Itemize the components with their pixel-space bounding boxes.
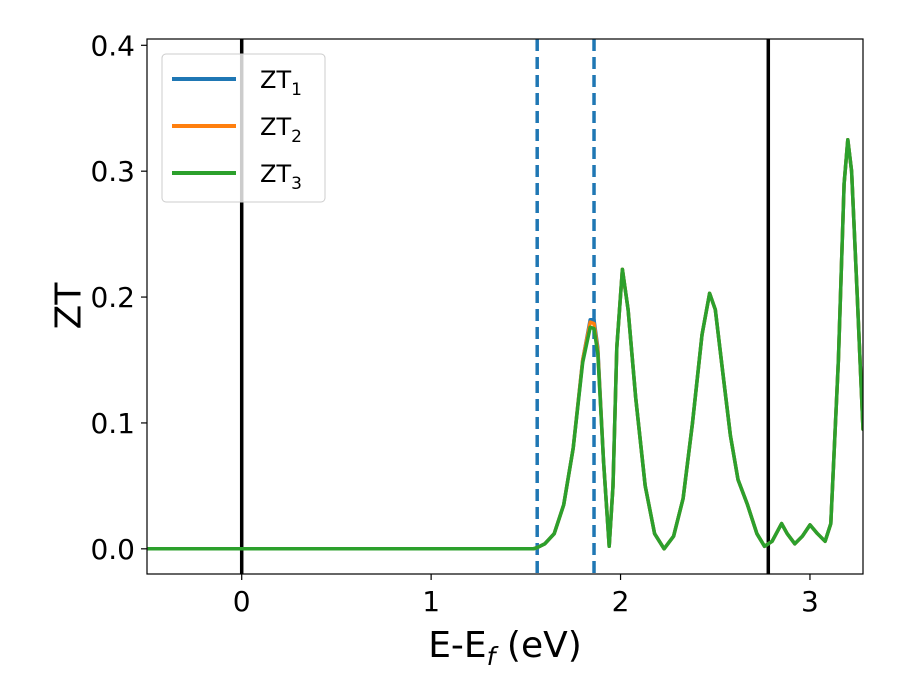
x-tick-label-2: 2 (612, 585, 630, 618)
legend-entries: ZT1 ZT2 ZT3 (172, 66, 302, 194)
plot-frame (146, 38, 864, 575)
x-axis-label: E-Ef (eV) (428, 625, 582, 671)
x-axis-ticks: 0 1 2 3 (233, 574, 819, 618)
x-axis-label-unit: (eV) (495, 625, 581, 666)
legend: ZT1 ZT2 ZT3 (161, 53, 326, 203)
x-tick-label-1: 1 (422, 585, 440, 618)
legend-label-3: ZT3 (260, 160, 302, 194)
y-tick-label-1: 0.1 (90, 407, 135, 440)
y-axis-label: ZT (49, 282, 90, 330)
x-axis-label-main: E-E (428, 625, 486, 666)
x-tick-label-3: 3 (801, 585, 819, 618)
legend-label-1: ZT1 (260, 66, 302, 100)
series-lines (147, 137, 863, 551)
legend-label-2: ZT2 (260, 113, 302, 147)
y-tick-label-3: 0.3 (90, 155, 135, 188)
series-line-3 (147, 137, 863, 551)
y-axis-ticks: 0.0 0.1 0.2 0.3 0.4 (90, 29, 147, 566)
y-tick-label-4: 0.4 (90, 29, 135, 62)
y-tick-label-2: 0.2 (90, 281, 135, 314)
y-tick-label-0: 0.0 (90, 533, 135, 566)
x-tick-label-0: 0 (233, 585, 251, 618)
legend-box (161, 53, 326, 203)
